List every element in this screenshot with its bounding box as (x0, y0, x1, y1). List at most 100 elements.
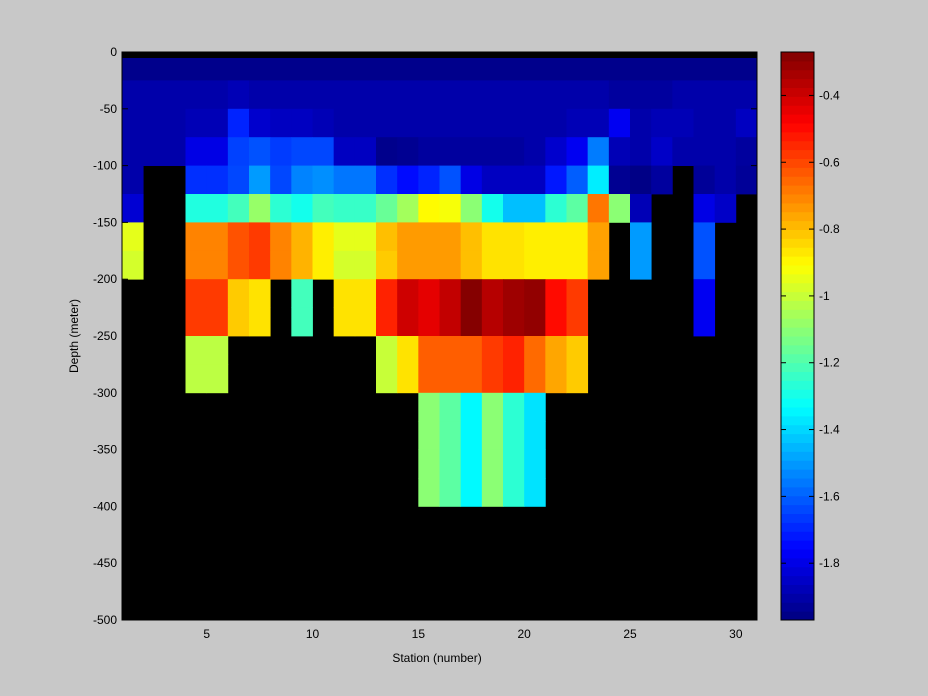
heatmap-cell (481, 194, 504, 223)
heatmap-cell (460, 392, 483, 422)
heatmap-cell (376, 80, 398, 110)
colorbar-band (781, 78, 814, 88)
heatmap-cell (566, 80, 589, 110)
heatmap-cell (460, 336, 483, 365)
heatmap-cell (312, 108, 335, 138)
heatmap-cell (354, 165, 377, 195)
colorbar-band (781, 593, 814, 603)
heatmap-cell (312, 194, 335, 223)
heatmap-cell (651, 52, 673, 81)
heatmap-cell (376, 165, 398, 195)
heatmap-cell (587, 80, 610, 110)
heatmap-cell (354, 137, 377, 166)
heatmap-cell (630, 137, 652, 166)
heatmap-cell (672, 80, 694, 110)
heatmap-cell (249, 307, 271, 337)
y-tick-label: -400 (93, 499, 117, 513)
heatmap-cell (587, 250, 610, 280)
heatmap-cell (545, 108, 567, 138)
colorbar-tick-label: -1.6 (819, 489, 840, 503)
heatmap-cell (630, 80, 652, 110)
colorbar-band (781, 318, 814, 328)
heatmap-cell (291, 307, 313, 337)
colorbar-band (781, 602, 814, 612)
heatmap-cell (291, 279, 313, 308)
colorbar-band (781, 220, 814, 230)
heatmap-cell (270, 250, 292, 280)
heatmap-cell (354, 279, 377, 308)
heatmap-cell (227, 194, 250, 223)
heatmap-cell (587, 194, 610, 223)
heatmap-cell (566, 165, 589, 195)
heatmap-cell (312, 52, 335, 81)
heatmap-cell (418, 364, 440, 394)
heatmap-cell (312, 222, 335, 252)
heatmap-cell (503, 392, 525, 422)
heatmap-cell (397, 137, 419, 166)
heatmap-cell (481, 307, 504, 337)
colorbar-tick-label: -1.4 (819, 423, 840, 437)
heatmap-cell (227, 307, 250, 337)
heatmap-cell (503, 449, 525, 479)
colorbar-tick-label: -1.8 (819, 556, 840, 570)
heatmap-cell (333, 108, 356, 138)
colorbar-band (781, 105, 814, 115)
heatmap-cell (630, 250, 652, 280)
colorbar-band (781, 504, 814, 514)
colorbar-band (781, 540, 814, 550)
colorbar-band (781, 362, 814, 372)
heatmap-cell (460, 421, 483, 450)
colorbar-band (781, 531, 814, 541)
y-tick-label: -500 (93, 613, 117, 627)
heatmap-cell (545, 250, 567, 280)
heatmap-cell (333, 307, 356, 337)
heatmap-cell (376, 336, 398, 365)
colorbar-band (781, 291, 814, 301)
heatmap-cell (206, 108, 229, 138)
heatmap-cell (376, 279, 398, 308)
colorbar-band (781, 96, 814, 106)
heatmap-cell (143, 52, 165, 81)
colorbar-band (781, 353, 814, 364)
heatmap-cell (608, 108, 631, 138)
heatmap-cell (439, 137, 462, 166)
heatmap-cell (439, 421, 462, 450)
heatmap-cell (460, 279, 483, 308)
heatmap-cell (206, 137, 229, 166)
heatmap-cell (312, 250, 335, 280)
colorbar-band (781, 398, 814, 408)
heatmap-cell (291, 80, 313, 110)
heatmap-cell (227, 108, 250, 138)
y-tick-label: -300 (93, 386, 117, 400)
heatmap-cell (587, 52, 610, 81)
heatmap-cell (608, 137, 631, 166)
heatmap-cell (185, 108, 208, 138)
heatmap-cell (227, 165, 250, 195)
heatmap-cell (376, 364, 398, 394)
heatmap-cell (206, 307, 229, 337)
colorbar-band (781, 256, 814, 266)
heatmap-cell (206, 364, 229, 394)
colorbar-band (781, 176, 814, 186)
heatmap-cell (333, 222, 356, 252)
heatmap-cell (439, 52, 462, 81)
heatmap-cell (566, 194, 589, 223)
heatmap-cell (439, 165, 462, 195)
colorbar-band (781, 415, 814, 426)
heatmap-cell (524, 307, 546, 337)
colorbar-band (781, 114, 814, 124)
y-tick-label: -50 (100, 102, 118, 116)
heatmap-cell (566, 250, 589, 280)
heatmap-cell (376, 307, 398, 337)
heatmap-cell (249, 137, 271, 166)
heatmap-cell (524, 421, 546, 450)
colorbar-band (781, 229, 814, 239)
colorbar-band (781, 557, 814, 568)
colorbar-tick-label: -0.4 (819, 88, 840, 102)
heatmap-cell (524, 336, 546, 365)
surface-line (122, 52, 757, 58)
heatmap-cell (397, 336, 419, 365)
heatmap-cell (481, 165, 504, 195)
heatmap-cell (630, 165, 652, 195)
heatmap-cell (439, 336, 462, 365)
